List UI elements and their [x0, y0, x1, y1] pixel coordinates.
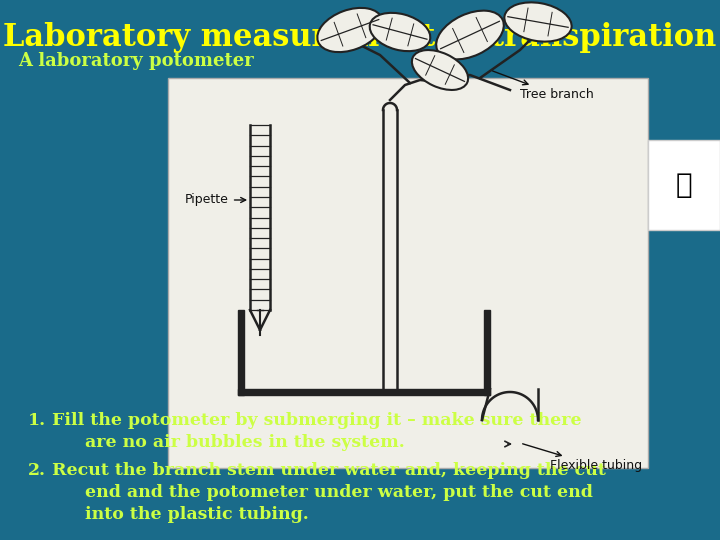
- FancyBboxPatch shape: [648, 140, 720, 230]
- Text: A laboratory potometer: A laboratory potometer: [18, 52, 253, 70]
- FancyBboxPatch shape: [168, 78, 648, 468]
- Text: into the plastic tubing.: into the plastic tubing.: [85, 506, 309, 523]
- Ellipse shape: [369, 13, 431, 51]
- Text: Laboratory measurement of transpiration: Laboratory measurement of transpiration: [4, 22, 716, 53]
- FancyBboxPatch shape: [238, 389, 490, 395]
- Text: Flexible tubing: Flexible tubing: [523, 444, 642, 472]
- Text: 2.: 2.: [28, 462, 46, 479]
- Text: Fill the potometer by submerging it – make sure there: Fill the potometer by submerging it – ma…: [52, 412, 582, 429]
- Ellipse shape: [412, 50, 468, 90]
- FancyBboxPatch shape: [238, 310, 244, 395]
- Text: Pipette: Pipette: [185, 193, 246, 206]
- Text: Recut the branch stem under water and, keeping the cut: Recut the branch stem under water and, k…: [52, 462, 606, 479]
- Ellipse shape: [436, 11, 504, 59]
- Text: end and the potometer under water, put the cut end: end and the potometer under water, put t…: [85, 484, 593, 501]
- FancyBboxPatch shape: [484, 310, 490, 395]
- Ellipse shape: [504, 2, 572, 42]
- Ellipse shape: [318, 8, 382, 52]
- Text: are no air bubbles in the system.: are no air bubbles in the system.: [85, 434, 405, 451]
- Text: 🐺: 🐺: [675, 171, 693, 199]
- Text: Tree branch: Tree branch: [492, 71, 594, 102]
- Text: 1.: 1.: [28, 412, 46, 429]
